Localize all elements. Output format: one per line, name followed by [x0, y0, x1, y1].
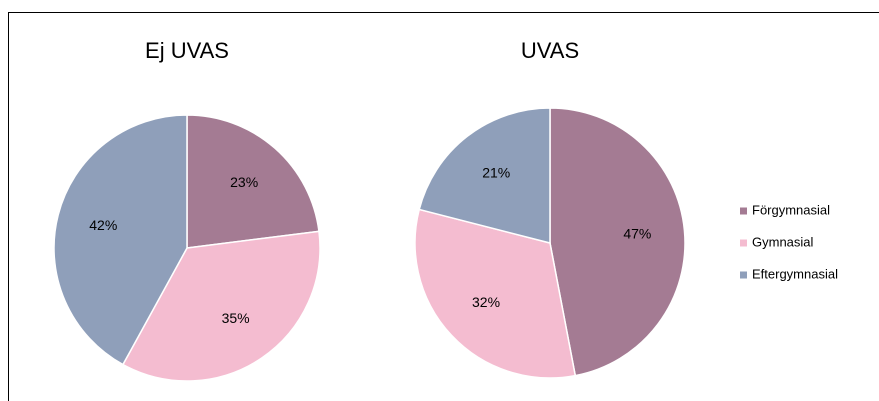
pie-slice	[53, 114, 188, 366]
chart-title: UVAS	[521, 38, 579, 63]
value-label: 47%	[623, 225, 651, 241]
legend-label: Eftergymnasial	[752, 266, 838, 281]
pie-slice	[186, 114, 320, 249]
value-label: 21%	[482, 164, 510, 180]
legend-swatch	[740, 271, 747, 279]
legend-label: Förgymnasial	[752, 202, 830, 217]
pie-slice	[549, 107, 686, 377]
pie-slice	[121, 230, 321, 382]
legend-swatch	[740, 239, 747, 247]
legend-swatch	[740, 207, 747, 215]
legend-label: Gymnasial	[752, 234, 814, 249]
value-label: 42%	[89, 217, 117, 233]
chart-title: Ej UVAS	[145, 38, 229, 63]
value-label: 35%	[222, 310, 250, 326]
pie-slice	[418, 107, 551, 244]
value-label: 23%	[230, 174, 258, 190]
value-label: 32%	[472, 294, 500, 310]
pie-slice	[414, 208, 577, 379]
